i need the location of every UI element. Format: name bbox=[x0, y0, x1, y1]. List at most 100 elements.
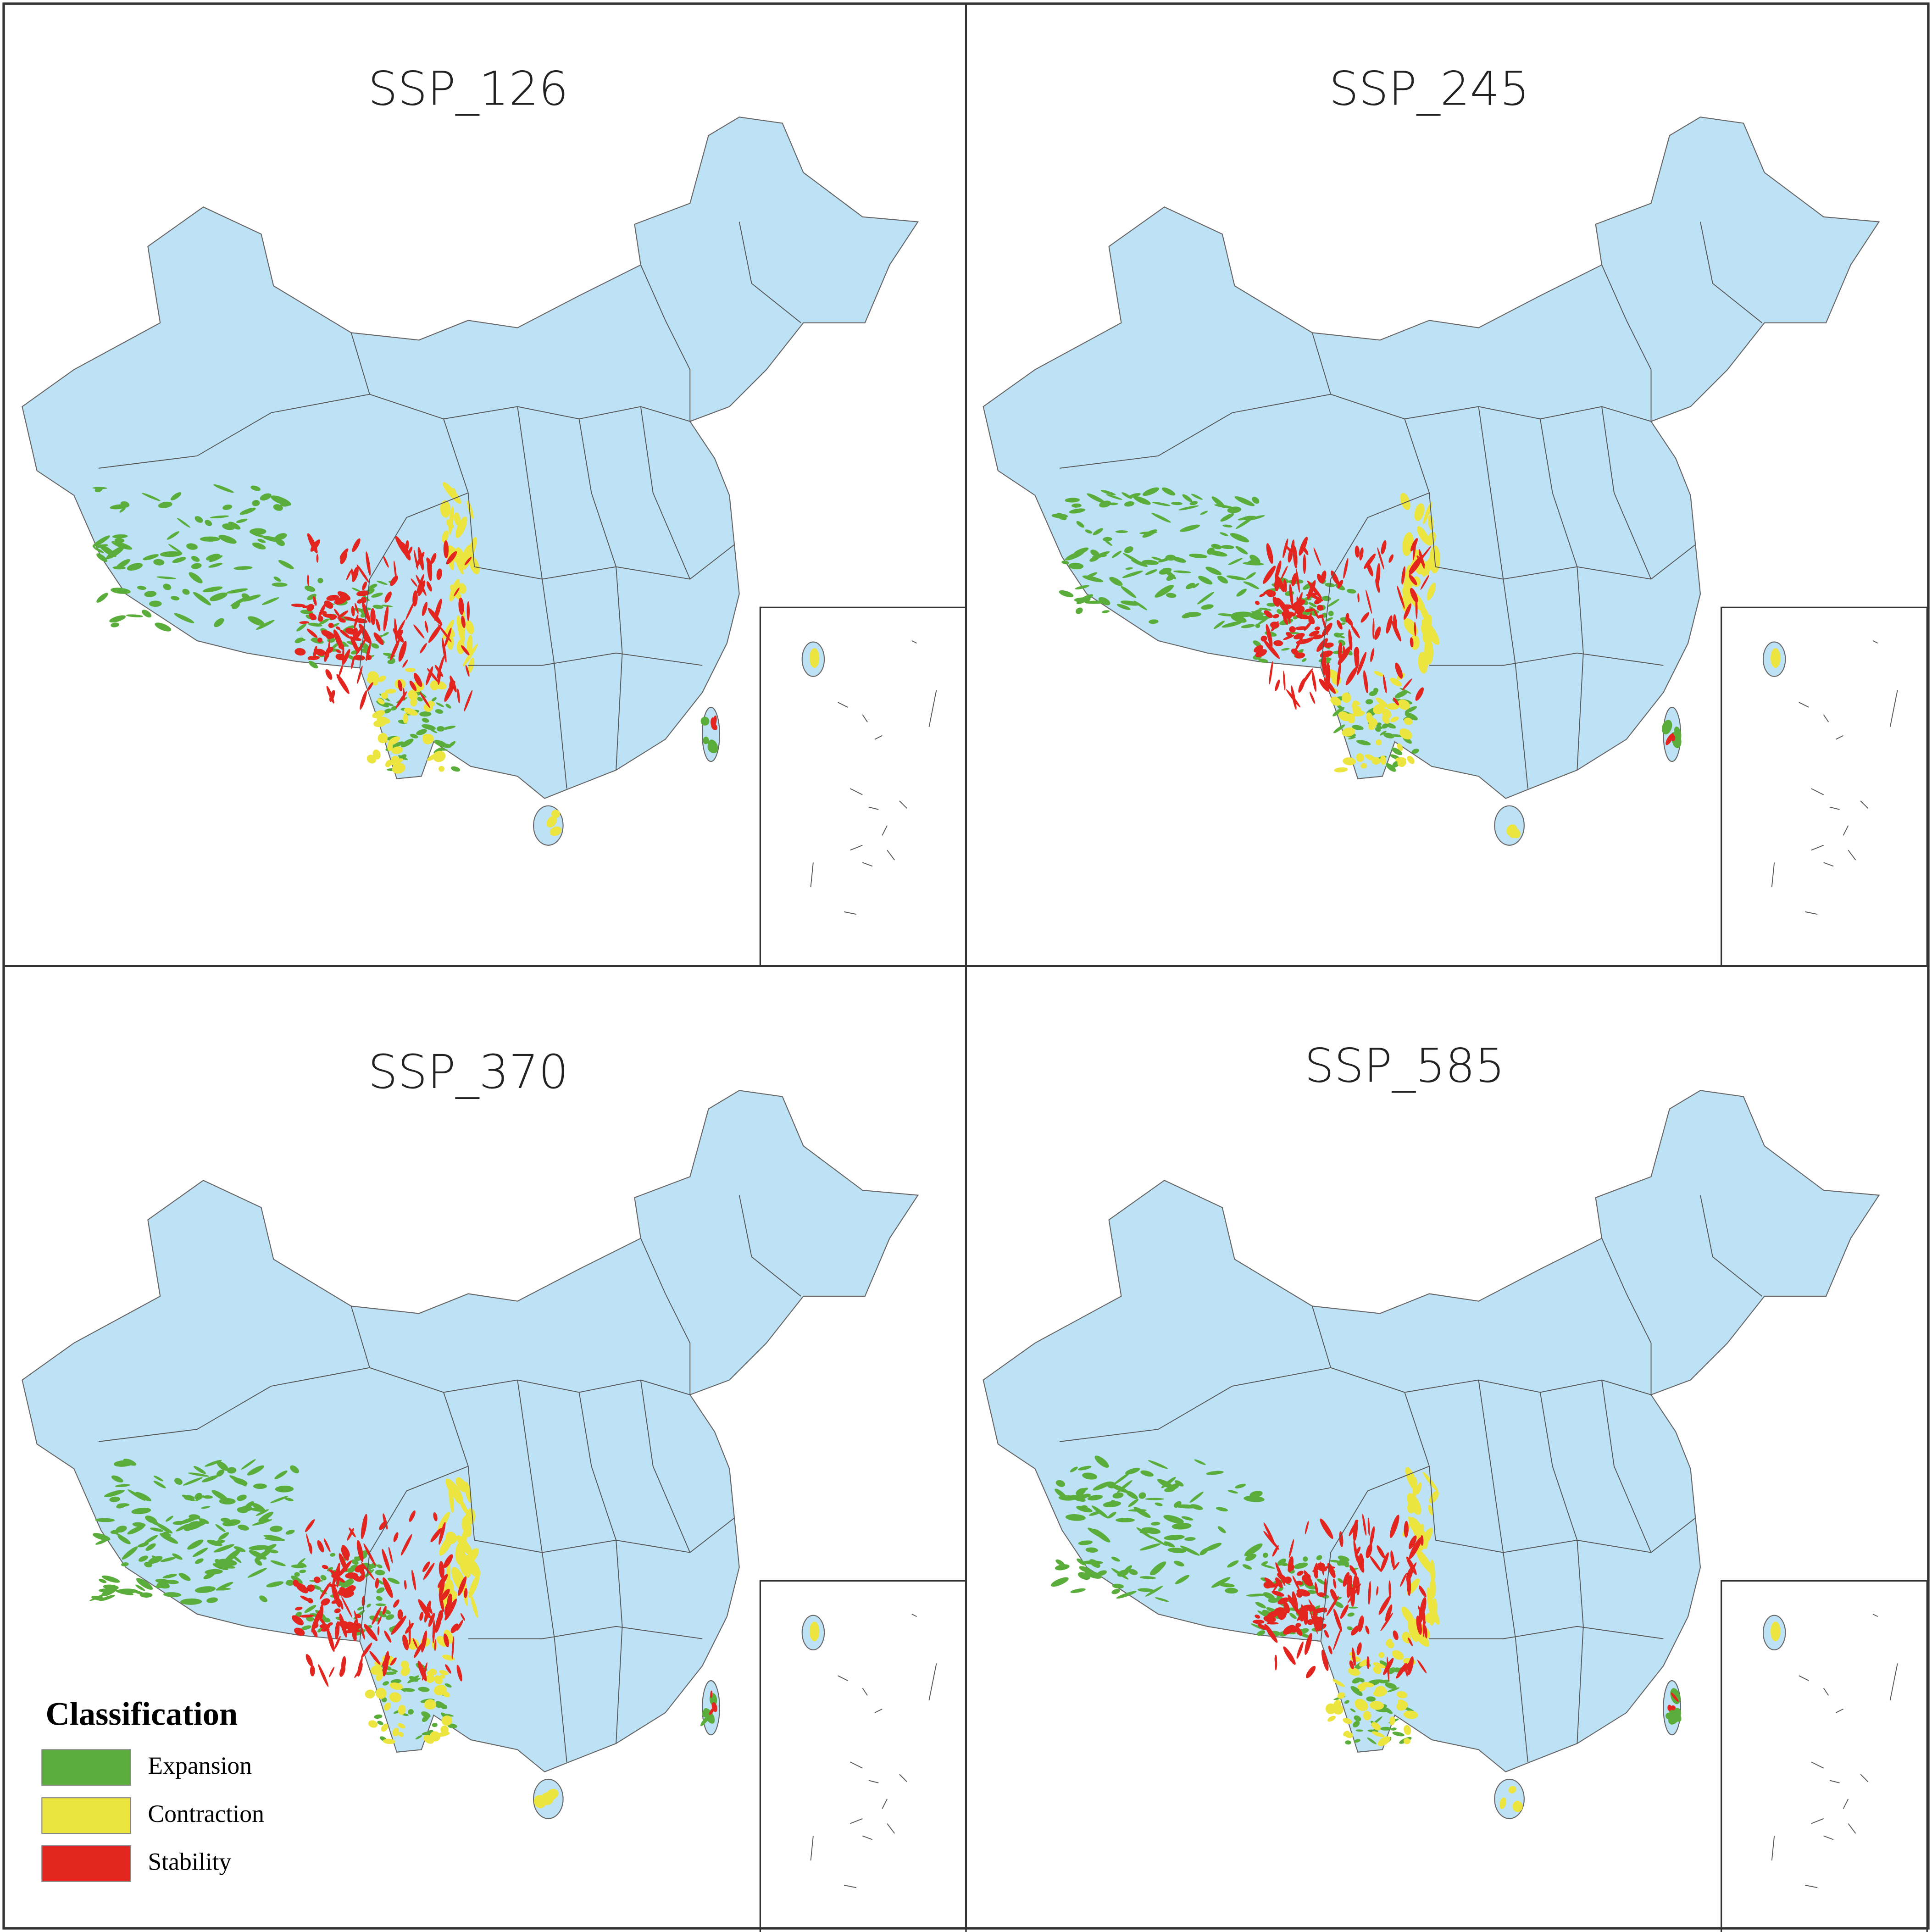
patch bbox=[1266, 603, 1277, 607]
patch bbox=[1076, 594, 1094, 605]
patch bbox=[1296, 1641, 1304, 1659]
patch bbox=[375, 1570, 385, 1576]
patch bbox=[209, 592, 228, 601]
patch bbox=[1317, 614, 1324, 619]
patch bbox=[1061, 561, 1069, 565]
patch bbox=[312, 1622, 319, 1629]
patch bbox=[297, 1558, 305, 1565]
patch bbox=[1320, 1518, 1333, 1539]
patch bbox=[1089, 1510, 1102, 1516]
patch bbox=[1349, 1520, 1359, 1537]
patch bbox=[391, 1669, 398, 1672]
patch bbox=[1429, 1598, 1438, 1626]
patch bbox=[1189, 501, 1198, 505]
patch bbox=[400, 1534, 412, 1556]
patch bbox=[1386, 722, 1396, 729]
patch bbox=[1404, 1521, 1409, 1538]
patch bbox=[111, 622, 119, 627]
patch bbox=[203, 1495, 213, 1499]
patch bbox=[1124, 501, 1135, 507]
patch bbox=[430, 680, 439, 690]
patch bbox=[430, 553, 437, 564]
patch bbox=[274, 1470, 288, 1479]
patch bbox=[201, 1506, 211, 1509]
patch bbox=[341, 1580, 354, 1588]
patch bbox=[1269, 1582, 1282, 1588]
patch bbox=[1282, 604, 1293, 610]
patch bbox=[1411, 749, 1419, 754]
patch bbox=[1123, 553, 1141, 563]
patch bbox=[444, 1714, 454, 1717]
patch bbox=[465, 665, 470, 677]
patch bbox=[1393, 1630, 1399, 1640]
patch bbox=[250, 485, 261, 491]
patch bbox=[1227, 1490, 1238, 1494]
patch bbox=[174, 1478, 183, 1485]
patch bbox=[362, 632, 370, 643]
patch bbox=[397, 1609, 403, 1620]
patch bbox=[1333, 1608, 1342, 1632]
patch bbox=[459, 1499, 468, 1515]
patch bbox=[1277, 1558, 1286, 1566]
patch bbox=[218, 535, 237, 544]
patch bbox=[305, 1519, 315, 1532]
patch bbox=[356, 1540, 364, 1562]
patch bbox=[384, 591, 392, 603]
patch bbox=[1173, 1501, 1182, 1508]
patch bbox=[294, 1627, 305, 1636]
patch bbox=[309, 1543, 312, 1554]
patch bbox=[1065, 498, 1080, 503]
patch bbox=[1370, 1526, 1375, 1547]
patch bbox=[361, 1643, 372, 1658]
patch bbox=[1387, 1656, 1389, 1682]
patch bbox=[1166, 574, 1175, 581]
patch bbox=[273, 576, 281, 582]
patch bbox=[307, 1598, 313, 1604]
patch bbox=[1370, 648, 1375, 662]
patch bbox=[1371, 1722, 1381, 1731]
patch bbox=[201, 1475, 218, 1482]
patch bbox=[1404, 717, 1413, 725]
patch bbox=[1068, 563, 1084, 570]
patch bbox=[1116, 1518, 1135, 1522]
patch bbox=[1266, 1622, 1279, 1625]
patch bbox=[1200, 511, 1208, 515]
patch bbox=[447, 1593, 453, 1607]
patch bbox=[298, 638, 306, 642]
patch bbox=[1112, 1583, 1124, 1589]
patch bbox=[158, 501, 172, 508]
patch bbox=[1378, 1596, 1391, 1615]
patch bbox=[403, 713, 408, 724]
patch bbox=[1410, 588, 1418, 603]
patch bbox=[1055, 1564, 1070, 1571]
patch bbox=[1219, 1583, 1235, 1588]
patch bbox=[377, 1616, 382, 1625]
patch bbox=[1376, 739, 1382, 745]
patch bbox=[1349, 1565, 1357, 1575]
inset-frame bbox=[1721, 1580, 1928, 1932]
patch bbox=[1126, 1490, 1138, 1499]
patch bbox=[1225, 1588, 1238, 1594]
patch bbox=[1321, 1649, 1329, 1671]
patch bbox=[1367, 1737, 1377, 1744]
patch bbox=[266, 1581, 284, 1588]
patch bbox=[1668, 1708, 1681, 1725]
patch bbox=[385, 702, 394, 706]
patch bbox=[1116, 604, 1131, 610]
patch bbox=[546, 816, 557, 827]
inset-frame bbox=[1721, 606, 1928, 967]
patch bbox=[339, 1599, 344, 1610]
patch bbox=[172, 1521, 185, 1525]
patch bbox=[1408, 1535, 1417, 1549]
patch bbox=[194, 516, 203, 523]
patch bbox=[464, 690, 473, 712]
patch bbox=[1218, 613, 1234, 616]
patch bbox=[1188, 554, 1208, 558]
patch bbox=[106, 546, 125, 560]
patch bbox=[315, 649, 326, 656]
patch bbox=[222, 1519, 241, 1527]
patch bbox=[1352, 725, 1364, 731]
patch bbox=[421, 1630, 427, 1653]
patch bbox=[142, 610, 152, 618]
patch bbox=[1271, 1590, 1285, 1597]
